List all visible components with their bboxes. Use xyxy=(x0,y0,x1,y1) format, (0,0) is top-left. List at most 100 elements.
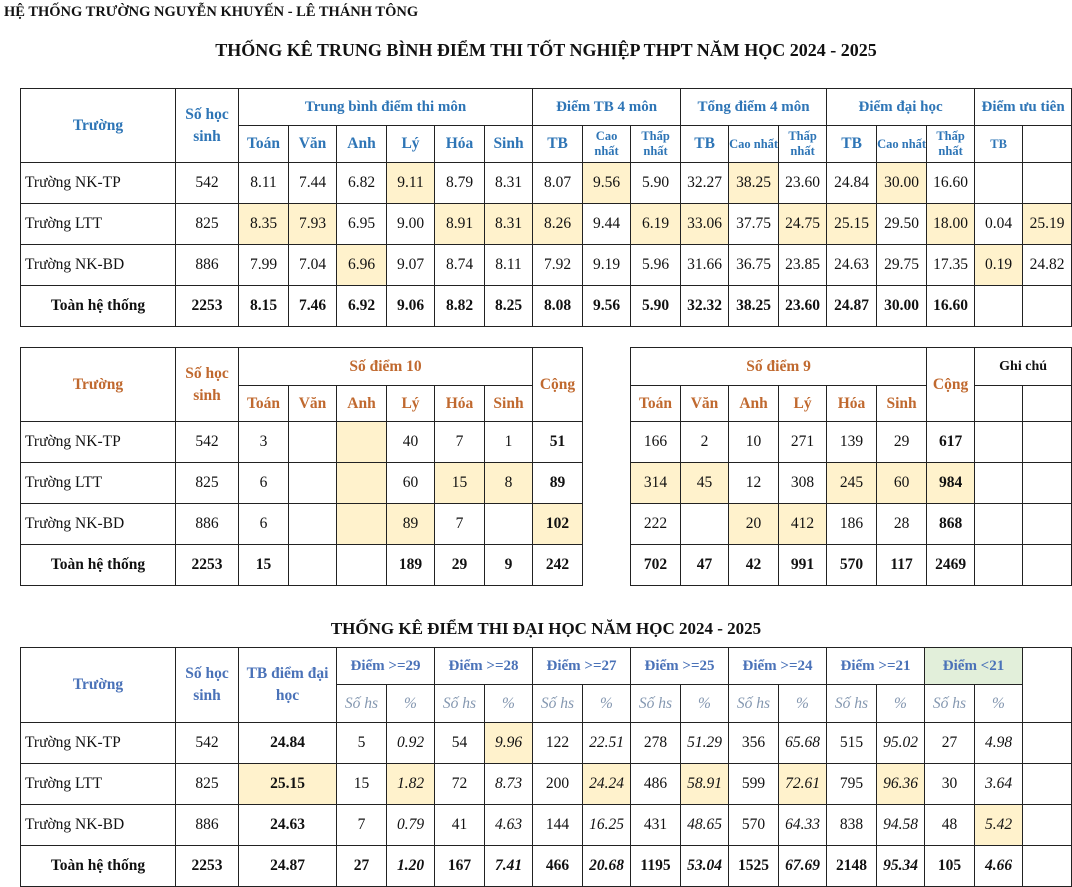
count-cell xyxy=(336,462,387,504)
student-count-cell: 27 xyxy=(924,722,975,764)
percent-cell: 64.33 xyxy=(778,804,827,846)
school-row: Toàn hệ thống 2253 8.15 7.46 6.92 9.06 8.82 8.2… xyxy=(20,285,1072,327)
note-cell xyxy=(1022,421,1072,463)
subject-header: Lý xyxy=(386,125,435,163)
score-cell xyxy=(974,285,1024,327)
note-header: Ghi chú xyxy=(974,347,1072,386)
score-cell: 23.60 xyxy=(778,162,828,204)
score-cell: 6.95 xyxy=(336,203,387,245)
student-count-cell: 15 xyxy=(336,763,387,805)
student-count-cell: 838 xyxy=(826,804,877,846)
group-header: Điểm đại học xyxy=(826,88,976,126)
score-cell: 8.11 xyxy=(238,162,289,204)
score-cell: 7.93 xyxy=(288,203,337,245)
score-cell: 9.00 xyxy=(386,203,435,245)
col-students-header: Số học sinh xyxy=(175,88,239,163)
score-cell: 29.75 xyxy=(876,244,928,286)
student-count: 542 xyxy=(175,421,239,463)
student-count-cell: 2148 xyxy=(826,845,877,887)
threshold-header: Điểm >=25 xyxy=(630,647,729,685)
count-cell: 314 xyxy=(630,462,682,504)
count-cell: 189 xyxy=(386,544,435,586)
count-cell: 570 xyxy=(826,544,878,586)
subheader-row: Số hs% Số hs% Số hs% Số hs% Số hs% Số hs% Số h… xyxy=(21,684,1072,723)
percent-cell: 24.24 xyxy=(582,763,631,805)
count-cell: 89 xyxy=(386,503,435,545)
student-count-cell: 7 xyxy=(336,804,387,846)
blank-cell xyxy=(1022,845,1072,887)
percent-cell: 4.63 xyxy=(484,804,533,846)
group-header: Điểm TB 4 môn xyxy=(532,88,682,126)
blank-cell xyxy=(1022,647,1072,723)
student-count: 542 xyxy=(175,722,239,764)
score-cell: 8.31 xyxy=(483,203,534,245)
student-count: 825 xyxy=(175,203,239,245)
count-cell: 42 xyxy=(728,544,780,586)
count-cell: 6 xyxy=(238,503,289,545)
sum-cell: 89 xyxy=(532,462,584,504)
col-school-header: Trường xyxy=(20,347,176,422)
sum-cell: 242 xyxy=(532,544,584,586)
count-cell: 245 xyxy=(826,462,878,504)
score-cell: 9.56 xyxy=(582,162,632,204)
student-count: 542 xyxy=(175,162,239,204)
score-cell: 8.74 xyxy=(434,244,485,286)
percent-cell: 20.68 xyxy=(582,845,631,887)
percent-subheader: % xyxy=(876,684,925,723)
count-cell: 15 xyxy=(238,544,289,586)
subject-header: Lý xyxy=(778,385,828,422)
count-cell: 702 xyxy=(630,544,682,586)
student-count-cell: 200 xyxy=(532,763,583,805)
school-row: Trường NK-TP 542 24.84 5 0.92 54 9.96 122 22.51 2… xyxy=(20,722,1072,764)
col-students-header: Số học sinh xyxy=(175,347,239,422)
note-cell xyxy=(974,462,1024,504)
score-cell: 6.96 xyxy=(336,244,387,286)
count-cell: 1 xyxy=(483,421,534,463)
count-cell: 7 xyxy=(434,421,485,463)
threshold-header: Điểm >=28 xyxy=(434,647,533,685)
count-subheader: Số hs xyxy=(728,684,779,723)
university-section-title: THỐNG KÊ ĐIỂM THI ĐẠI HỌC NĂM HỌC 2024 -… xyxy=(330,619,762,638)
score-cell: 8.91 xyxy=(434,203,485,245)
count-cell: 222 xyxy=(630,503,682,545)
percent-cell: 72.61 xyxy=(778,763,827,805)
subject-header: Sinh xyxy=(876,385,928,422)
score-cell: 5.96 xyxy=(630,244,682,286)
school-row: Toàn hệ thống 2253 15 189 29 9 242 702 47 42 991 57… xyxy=(20,544,1072,586)
percent-cell: 0.79 xyxy=(386,804,435,846)
percent-cell: 53.04 xyxy=(680,845,729,887)
school-row: Trường LTT 825 6 60 15 8 89 314 45 12 308 245 60 984 xyxy=(20,462,1072,504)
count-cell xyxy=(336,421,387,463)
subject-header: Văn xyxy=(288,385,337,422)
student-count-cell: 30 xyxy=(924,763,975,805)
score-cell: 31.66 xyxy=(680,244,730,286)
score-cell: 9.06 xyxy=(386,285,435,327)
percent-cell: 3.64 xyxy=(973,763,1024,805)
subject-header: Sinh xyxy=(483,125,534,163)
percent-cell: 8.73 xyxy=(484,763,533,805)
count-cell: 40 xyxy=(386,421,435,463)
school-row: Trường NK-TP 542 8.11 7.44 6.82 9.11 8.79 8.31 8… xyxy=(20,162,1072,204)
percent-cell: 5.42 xyxy=(973,804,1024,846)
school-name: Trường NK-TP xyxy=(20,722,176,764)
percent-cell: 95.02 xyxy=(876,722,925,764)
student-count-cell: 1525 xyxy=(728,845,779,887)
student-count-cell: 1195 xyxy=(630,845,681,887)
school-name: Trường NK-TP xyxy=(20,162,176,204)
percent-cell: 67.69 xyxy=(778,845,827,887)
score-cell: 9.44 xyxy=(582,203,632,245)
note-cell xyxy=(974,385,1024,422)
count-subheader: Số hs xyxy=(532,684,583,723)
score-cell: 18.00 xyxy=(926,203,976,245)
stat-header: Cao nhất xyxy=(582,125,632,163)
stat-header: TB xyxy=(532,125,584,163)
student-count-cell: 27 xyxy=(336,845,387,887)
score-cell: 30.00 xyxy=(876,285,928,327)
student-count: 2253 xyxy=(175,544,239,586)
score-cell: 8.31 xyxy=(483,162,534,204)
student-count: 886 xyxy=(175,503,239,545)
count-cell: 139 xyxy=(826,421,878,463)
score-cell: 6.92 xyxy=(336,285,387,327)
score-cell: 7.44 xyxy=(288,162,337,204)
spacer-column xyxy=(582,347,632,586)
